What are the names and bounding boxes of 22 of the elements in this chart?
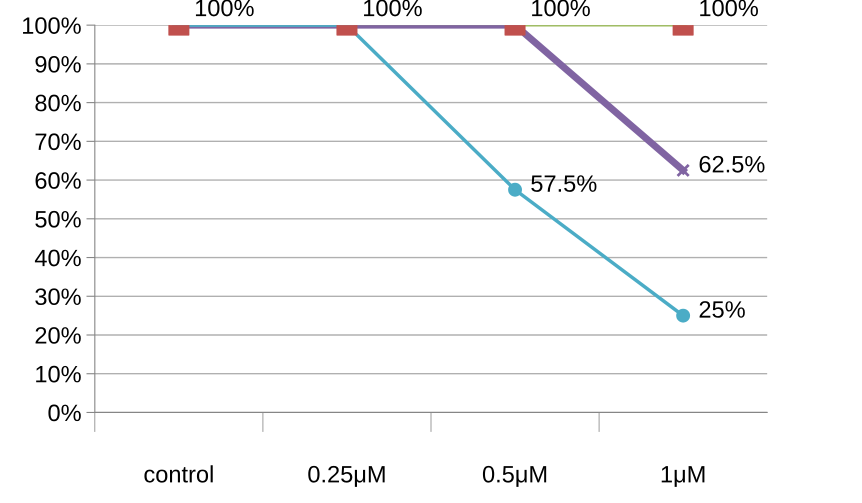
- y-tick-label: 40%: [34, 250, 81, 266]
- x-tick-label: 1μM: [662, 466, 704, 487]
- y-tick-label: 10%: [36, 366, 81, 383]
- data-label: 100%: [364, 0, 422, 16]
- y-tick-label: 100%: [23, 17, 81, 34]
- y-tick-label: 90%: [35, 56, 81, 73]
- y-tick-label: 0%: [48, 404, 81, 422]
- data-label: 57.5%: [531, 175, 596, 192]
- data-label: 100%: [196, 0, 254, 16]
- x-tick-label: control: [144, 465, 213, 483]
- x-tick-label: 0.5μM: [482, 466, 546, 487]
- data-label: 100%: [532, 0, 590, 16]
- y-tick-label: 70%: [36, 133, 81, 150]
- y-tick-label: 30%: [35, 288, 81, 306]
- y-tick-label: 20%: [36, 327, 81, 344]
- y-tick-label: 80%: [35, 94, 81, 112]
- data-label: 100%: [700, 0, 758, 16]
- data-label: 62.5%: [700, 156, 765, 173]
- y-tick-label: 50%: [35, 210, 81, 228]
- x-tick-label: 0.25μM: [308, 466, 385, 487]
- data-label: 25%: [700, 301, 745, 318]
- y-tick-label: 60%: [36, 172, 81, 189]
